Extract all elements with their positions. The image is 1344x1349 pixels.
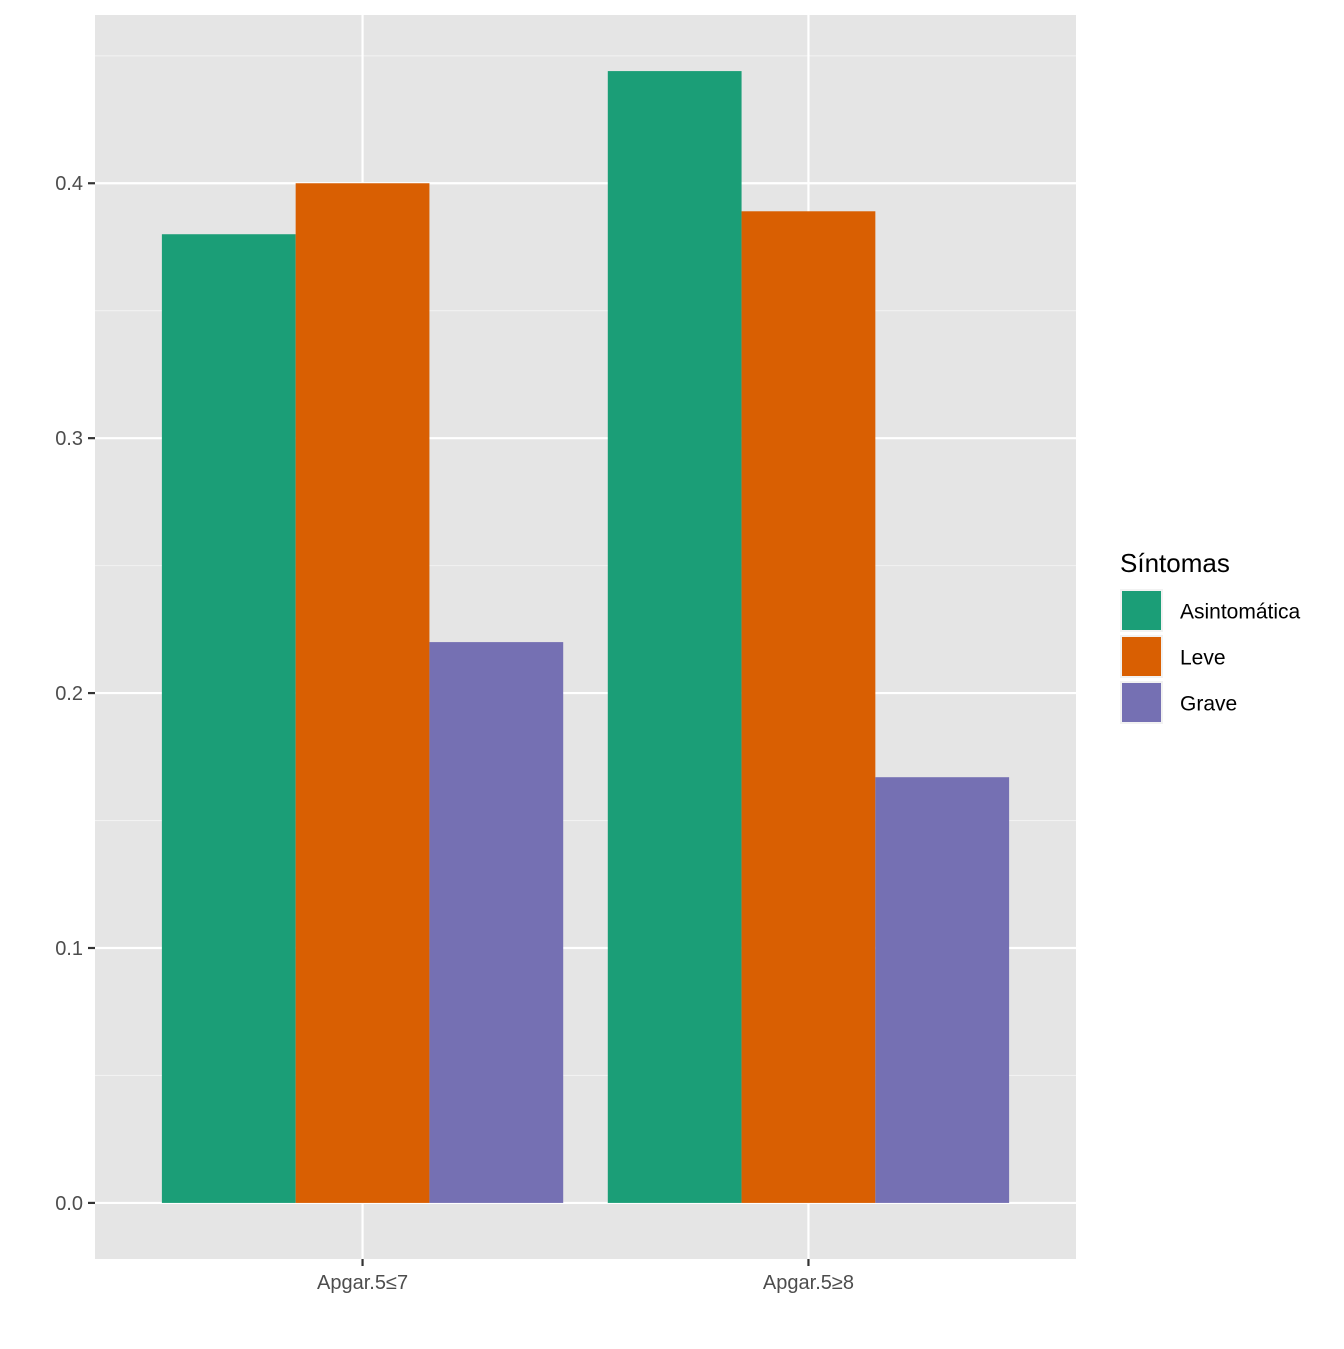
bar-leve-1 [741, 211, 876, 1203]
bar-asintom-tica-0 [161, 234, 296, 1203]
x-tick-label: Apgar.5≤7 [317, 1272, 408, 1294]
y-tick-label: 0.4 [55, 173, 83, 195]
bar-leve-0 [295, 183, 430, 1203]
bars [161, 71, 1010, 1203]
y-tick-label: 0.0 [55, 1193, 83, 1215]
legend-label: Asintomática [1180, 601, 1301, 624]
legend-swatch [1122, 637, 1161, 676]
y-tick-label: 0.3 [55, 428, 83, 450]
y-tick-label: 0.1 [55, 938, 83, 960]
x-tick-label: Apgar.5≥8 [763, 1272, 854, 1294]
legend-title: Síntomas [1120, 548, 1230, 578]
legend-label: Leve [1180, 647, 1226, 670]
bar-asintom-tica-1 [607, 71, 742, 1203]
x-axis: Apgar.5≤7 Apgar.5≥8 [317, 1259, 854, 1294]
legend-items: Asintomática Leve Grave [1120, 589, 1301, 724]
y-tick-label: 0.2 [55, 683, 83, 705]
legend-label: Grave [1180, 693, 1237, 716]
bar-grave-1 [875, 777, 1010, 1203]
bar-grave-0 [429, 642, 564, 1203]
legend-swatch [1122, 591, 1161, 630]
y-axis: 0.0 0.1 0.2 0.3 0.4 [55, 173, 95, 1215]
legend: Síntomas Asintomática Leve Grave [1120, 548, 1301, 724]
legend-swatch [1122, 683, 1161, 722]
